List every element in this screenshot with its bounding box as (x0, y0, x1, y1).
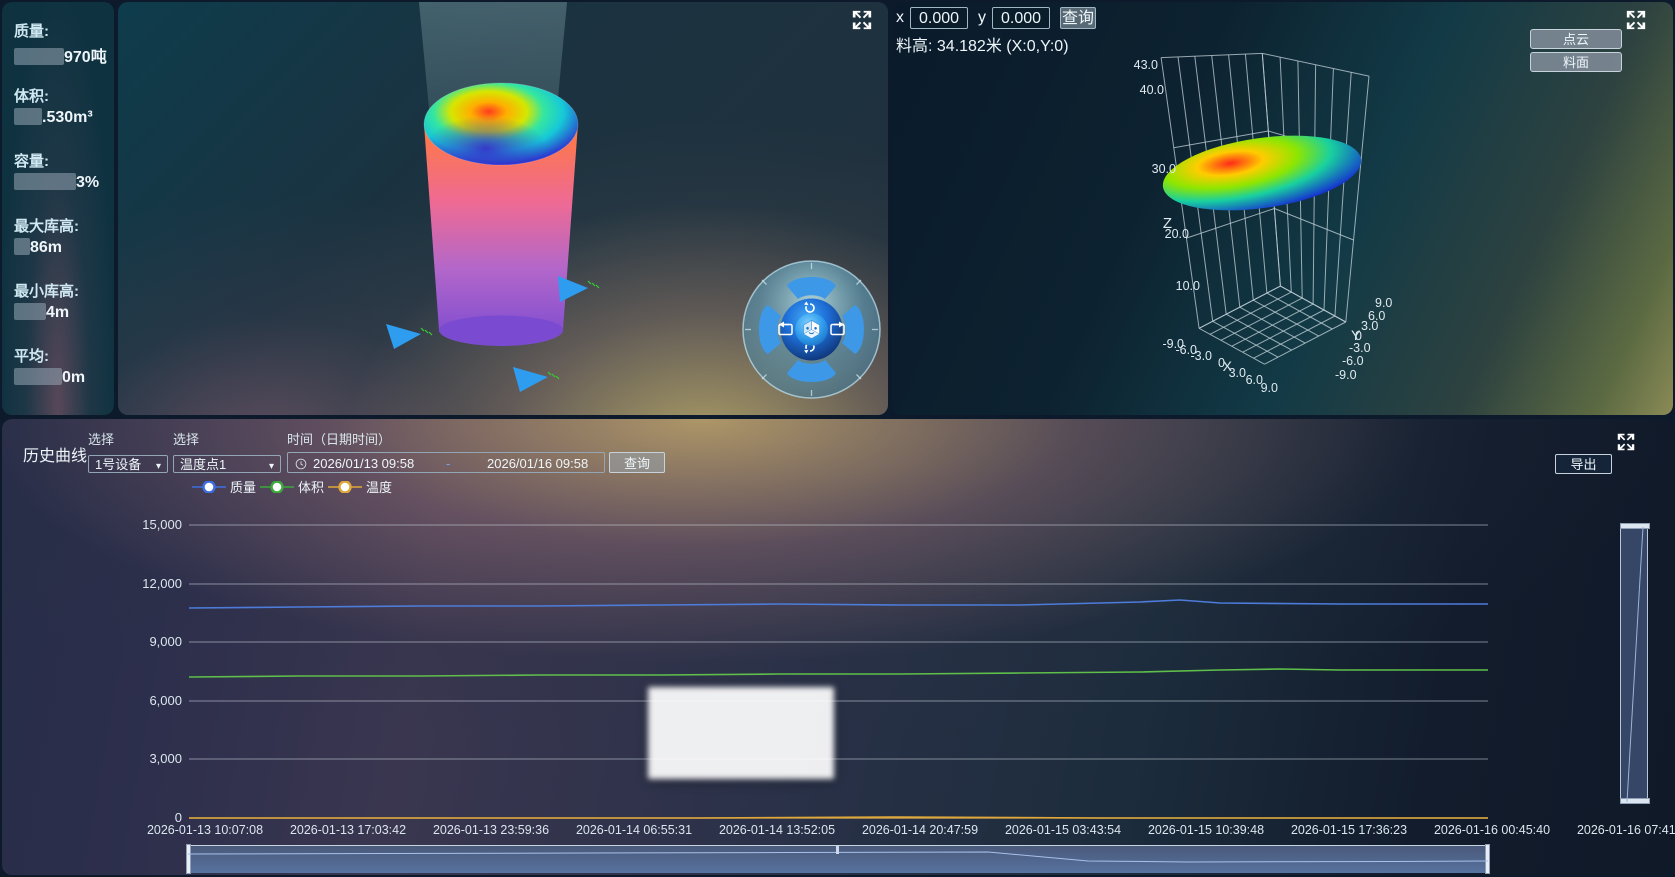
svg-text:6,000: 6,000 (149, 693, 182, 708)
svg-text:2026-01-13 17:03:42: 2026-01-13 17:03:42 (290, 823, 406, 837)
svg-text:-9.0: -9.0 (1335, 368, 1357, 382)
svg-text:15,000: 15,000 (142, 517, 182, 532)
svg-text:-3.0: -3.0 (1349, 341, 1371, 355)
svg-text:3.0: 3.0 (1361, 319, 1378, 333)
svg-text:9,000: 9,000 (149, 634, 182, 649)
svg-text:2026-01-13 10:07:08: 2026-01-13 10:07:08 (147, 823, 263, 837)
svg-text:-6.0: -6.0 (1342, 354, 1364, 368)
svg-text:-3.0: -3.0 (1190, 349, 1212, 363)
svg-text:2026-01-16 00:45:40: 2026-01-16 00:45:40 (1434, 823, 1550, 837)
svg-text:2026-01-14 20:47:59: 2026-01-14 20:47:59 (862, 823, 978, 837)
svg-text:2026-01-14 06:55:31: 2026-01-14 06:55:31 (576, 823, 692, 837)
svg-text:9.0: 9.0 (1261, 381, 1278, 395)
svg-text:3.0: 3.0 (1229, 366, 1246, 380)
svg-text:40.0: 40.0 (1140, 83, 1164, 97)
svg-text:2026-01-15 03:43:54: 2026-01-15 03:43:54 (1005, 823, 1121, 837)
svg-text:Z: Z (1163, 215, 1172, 232)
svg-text:10.0: 10.0 (1176, 279, 1200, 293)
svg-text:9.0: 9.0 (1375, 296, 1392, 310)
svg-text:2026-01-16 07:41:34: 2026-01-16 07:41:34 (1577, 823, 1675, 837)
svg-text:2026-01-15 17:36:23: 2026-01-15 17:36:23 (1291, 823, 1407, 837)
svg-text:3,000: 3,000 (149, 751, 182, 766)
svg-text:12,000: 12,000 (142, 576, 182, 591)
svg-text:2026-01-13 23:59:36: 2026-01-13 23:59:36 (433, 823, 549, 837)
svg-text:43.0: 43.0 (1134, 58, 1158, 72)
svg-text:2026-01-15 10:39:48: 2026-01-15 10:39:48 (1148, 823, 1264, 837)
svg-text:2026-01-14 13:52:05: 2026-01-14 13:52:05 (719, 823, 835, 837)
svg-text:30.0: 30.0 (1152, 162, 1176, 176)
